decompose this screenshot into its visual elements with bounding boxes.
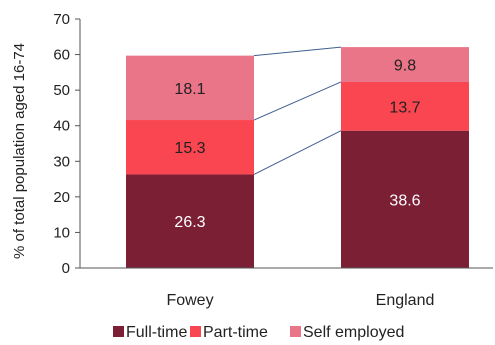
y-tick-label: 60 [53, 47, 70, 64]
series-connector-lines [253, 46, 342, 175]
legend-entry: Full-time [126, 324, 187, 341]
connector-line [253, 46, 342, 57]
y-tick-label: 50 [53, 82, 70, 99]
data-label: 26.3 [174, 214, 205, 231]
legend-swatch [113, 326, 124, 337]
y-tick-label: 20 [53, 189, 70, 206]
y-tick-label: 40 [53, 118, 70, 135]
category-label: England [376, 292, 435, 309]
legend-entry: Part-time [203, 324, 268, 341]
bar-segment [126, 55, 254, 121]
bars [126, 47, 469, 268]
bar-segment [341, 81, 469, 131]
category-labels: Fowey England [166, 292, 434, 309]
connector-line [253, 81, 342, 121]
y-axis-ticks: 0 10 20 30 40 50 60 70 [53, 11, 80, 277]
y-axis-title: % of total population aged 16-74 [11, 43, 28, 259]
data-label: 18.1 [174, 81, 205, 98]
legend-entry: Self employed [303, 324, 404, 341]
y-tick-label: 10 [53, 224, 70, 241]
data-label: 13.7 [389, 99, 420, 116]
legend-swatch [190, 326, 201, 337]
bar-segment [341, 130, 469, 268]
legend: Full-time Part-time Self employed [113, 324, 404, 341]
bar-segment [126, 120, 254, 175]
y-tick-label: 0 [62, 260, 70, 277]
bar-segment [126, 174, 254, 268]
category-label: Fowey [166, 292, 213, 309]
legend-swatch [290, 326, 301, 337]
connector-line [253, 130, 342, 175]
data-label: 15.3 [174, 140, 205, 157]
y-tick-label: 70 [53, 11, 70, 28]
bar-segment [341, 47, 469, 82]
y-tick-label: 30 [53, 153, 70, 170]
data-label: 38.6 [389, 192, 420, 209]
data-label: 9.8 [394, 58, 416, 75]
data-labels: 26.3 38.6 15.3 13.7 18.1 9.8 [174, 58, 420, 232]
